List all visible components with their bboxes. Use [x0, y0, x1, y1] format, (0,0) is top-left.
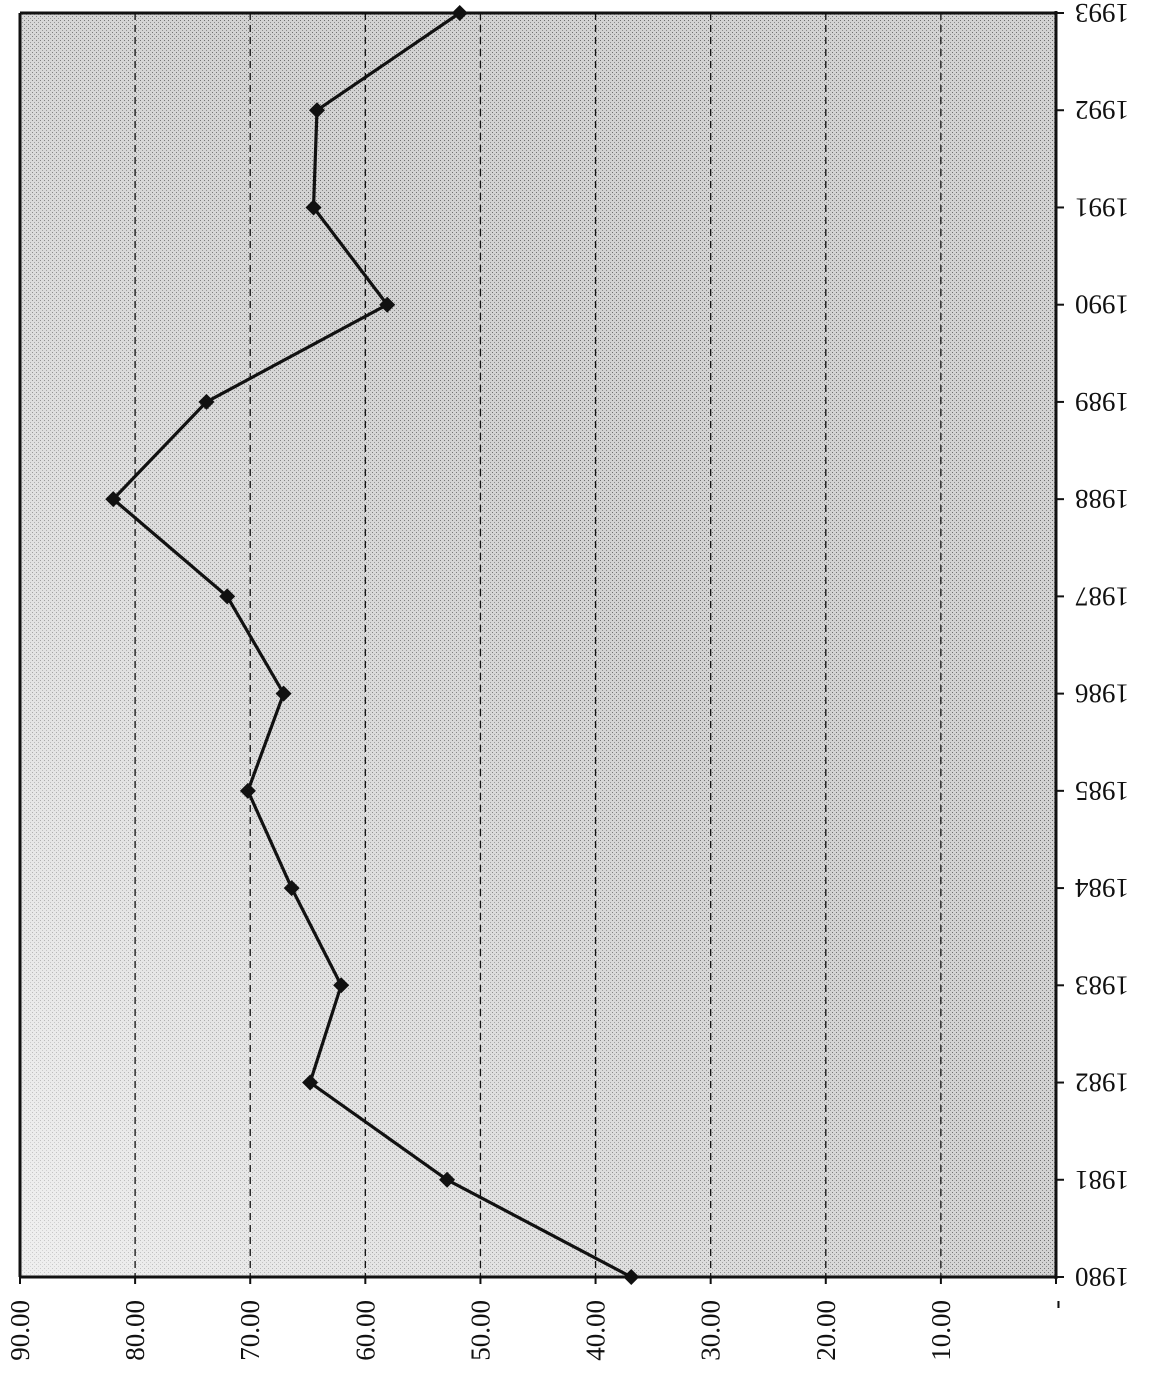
data-point-1984: [283, 880, 300, 897]
x-tick-label: 1985: [1075, 776, 1129, 806]
x-tick-label: 1993: [1075, 0, 1129, 28]
data-point-1993: [451, 5, 468, 21]
y-tick-label: 70.00: [235, 1300, 265, 1361]
y-tick-label: 50.00: [465, 1300, 495, 1361]
y-tick-label: 40.00: [581, 1300, 611, 1361]
y-tick-label: 80.00: [120, 1300, 150, 1361]
y-tick-label: 20.00: [811, 1300, 841, 1361]
x-tick-label: 1983: [1075, 970, 1129, 1000]
data-point-1983: [333, 977, 350, 994]
data-point-1985: [239, 782, 256, 799]
data-point-1991: [305, 199, 322, 216]
y-tick-label: 60.00: [350, 1300, 380, 1361]
tick-labels: 1980 1981 1982 1983 1984 1985 1986 1987 1988 1989…: [5, 0, 1129, 1361]
axes: [18, 11, 1064, 1284]
series-polyline: [110, 11, 632, 1279]
x-tick-label: 1984: [1075, 873, 1130, 903]
x-tick-label: 1991: [1075, 192, 1129, 222]
x-tick-label: 1982: [1075, 1068, 1129, 1098]
data-point-1981: [439, 1171, 456, 1188]
plot-area: [20, 13, 1056, 1277]
data-point-1989: [198, 393, 215, 410]
x-tick-label: 1986: [1075, 679, 1129, 709]
data-point-1986: [275, 685, 292, 702]
data-point-1980: [623, 1269, 640, 1285]
x-tick-label: 1981: [1075, 1165, 1129, 1195]
data-point-1990: [379, 296, 396, 313]
series-line: [105, 5, 640, 1285]
data-point-1988: [105, 491, 122, 508]
y-tick-label: 90.00: [5, 1300, 35, 1361]
x-tick-label: 1988: [1075, 484, 1129, 514]
y-tick-label: -: [1041, 1300, 1071, 1309]
y-tick-label: 30.00: [696, 1300, 726, 1361]
x-tick-label: 1980: [1075, 1262, 1129, 1292]
gridlines: [134, 13, 942, 1277]
x-tick-label: 1989: [1075, 387, 1129, 417]
data-point-1982: [302, 1074, 319, 1091]
data-point-1992: [308, 102, 325, 119]
y-tick-label: 10.00: [926, 1300, 956, 1361]
x-tick-label: 1992: [1075, 95, 1129, 125]
x-tick-label: 1990: [1075, 290, 1129, 320]
x-tick-label: 1987: [1075, 581, 1129, 611]
data-point-1987: [219, 588, 236, 605]
